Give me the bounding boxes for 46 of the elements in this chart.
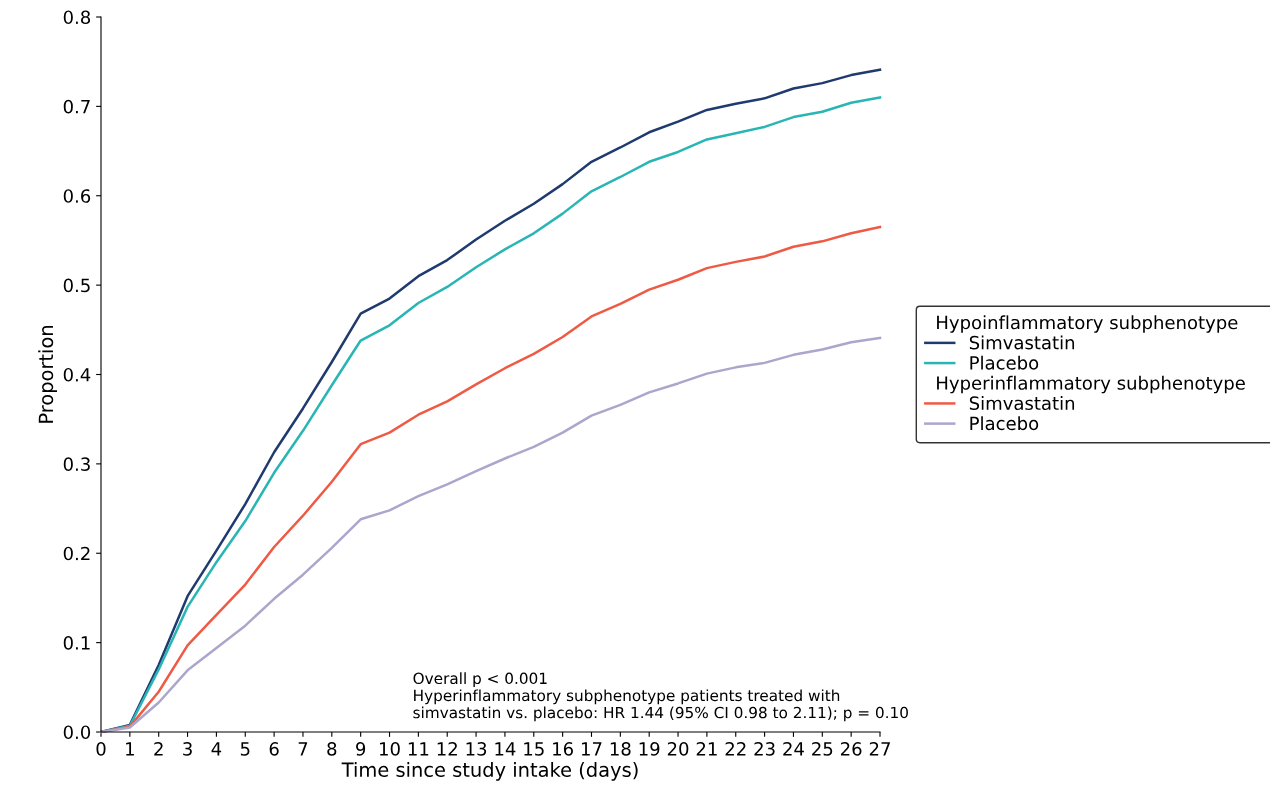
x-tick-label: 0	[96, 742, 106, 756]
y-tick-label: 0.2	[63, 546, 90, 561]
x-tick-label: 21	[696, 742, 717, 756]
x-tick-label: 11	[408, 742, 429, 756]
x-tick-label: 22	[725, 742, 746, 756]
x-tick-label: 24	[783, 742, 804, 756]
y-tick-label: 0.4	[63, 367, 91, 382]
x-tick-label: 6	[269, 742, 279, 756]
y-tick-label: 0.0	[63, 725, 91, 740]
x-tick-label: 16	[553, 742, 573, 756]
x-tick-label: 18	[610, 742, 631, 756]
x-tick-label: 17	[581, 742, 602, 756]
text: Hyperinflammatory subphenotype	[937, 375, 1245, 394]
x-axis-title: Time since study intake (days)	[341, 761, 638, 781]
x-tick-label: 26	[840, 742, 862, 756]
y-axis-title: Proportion	[38, 325, 58, 423]
x-tick-label: 13	[466, 742, 487, 756]
x-tick-label: 3	[183, 742, 192, 756]
x-tick-label: 8	[327, 742, 337, 756]
x-tick-label: 19	[639, 742, 660, 756]
x-tick-label: 7	[298, 742, 308, 756]
x-tick-label: 5	[240, 742, 250, 756]
y-tick-label: 0.8	[63, 10, 91, 25]
x-tick-label: 23	[754, 742, 775, 756]
x-tick-label: 14	[495, 742, 516, 756]
x-tick-label: 25	[812, 742, 833, 756]
x-tick-label: 9	[356, 742, 366, 756]
legend-label: Placebo	[970, 355, 1039, 370]
x-tick-label: 12	[437, 742, 457, 756]
x-tick-label: 15	[524, 742, 544, 756]
legend-label: Placebo	[970, 416, 1039, 431]
y-tick-label: 0.7	[63, 99, 90, 114]
y-tick-label: 0.5	[63, 278, 90, 293]
legend-label: Simvastatin	[969, 335, 1075, 350]
x-tick-label: 20	[667, 742, 689, 756]
x-tick-label: 10	[380, 742, 400, 756]
y-tick-label: 0.3	[63, 457, 90, 471]
x-tick-label: 2	[154, 742, 163, 756]
x-tick-label: 1	[126, 742, 134, 756]
annotation: Overall p < 0.001 Hyperinflammatory subphenotype patients treated with simvastatin vs. placebo: HR 1.44 (95% CI 0.98 to 2.11); p = 0.10	[413, 672, 908, 722]
y-tick-label: 0.6	[63, 189, 91, 203]
x-tick-label: 4	[211, 742, 222, 756]
x-tick-label: 27	[869, 742, 890, 756]
y-tick-label: 0.1	[63, 636, 90, 650]
text: Hypoinflammatory subphenotype	[937, 315, 1238, 333]
legend-label: Simvastatin	[969, 396, 1075, 411]
